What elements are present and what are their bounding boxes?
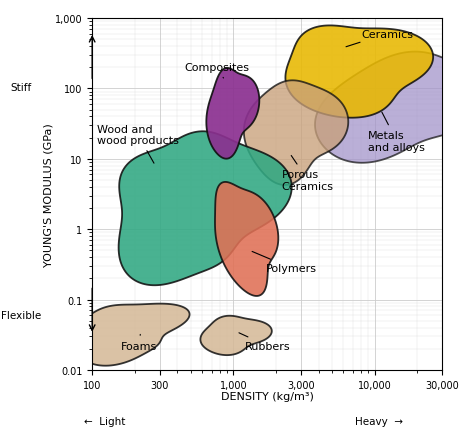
Text: Stiff: Stiff — [11, 83, 32, 92]
Polygon shape — [201, 316, 272, 355]
Text: Composites: Composites — [184, 63, 249, 79]
Polygon shape — [244, 81, 348, 186]
Text: Heavy  →: Heavy → — [355, 417, 403, 426]
Text: Polymers: Polymers — [252, 252, 317, 273]
Polygon shape — [118, 132, 292, 286]
Polygon shape — [65, 304, 190, 366]
Polygon shape — [315, 53, 474, 163]
Text: Foams: Foams — [121, 335, 157, 351]
Text: Ceramics: Ceramics — [346, 29, 413, 48]
Text: Wood and
wood products: Wood and wood products — [97, 124, 179, 164]
Text: Flexible: Flexible — [1, 311, 41, 320]
Y-axis label: YOUNG'S MODULUS (GPa): YOUNG'S MODULUS (GPa) — [44, 123, 54, 266]
Text: Porous
Ceramics: Porous Ceramics — [282, 156, 334, 191]
Polygon shape — [215, 183, 278, 296]
Text: Rubbers: Rubbers — [239, 333, 290, 351]
Text: Metals
and alloys: Metals and alloys — [368, 113, 425, 152]
Polygon shape — [206, 69, 259, 159]
Text: ←  Light: ← Light — [83, 417, 125, 426]
Polygon shape — [285, 26, 433, 118]
X-axis label: DENSITY (kg/m³): DENSITY (kg/m³) — [221, 391, 314, 401]
